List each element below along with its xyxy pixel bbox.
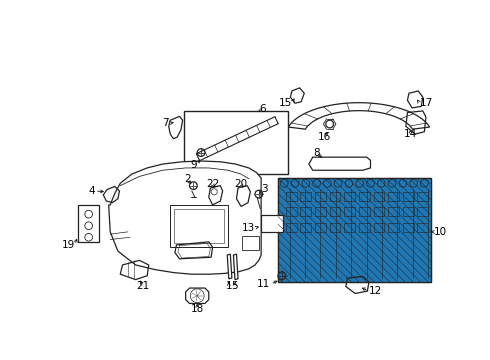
- Bar: [344, 222, 355, 232]
- Text: 2: 2: [184, 175, 191, 184]
- Text: 7: 7: [162, 118, 169, 128]
- Text: 21: 21: [137, 281, 150, 291]
- Bar: [278, 178, 431, 282]
- Bar: [242, 236, 259, 249]
- Bar: [315, 192, 326, 201]
- Bar: [359, 222, 369, 232]
- Bar: [344, 207, 355, 216]
- Text: 17: 17: [420, 98, 433, 108]
- Bar: [417, 207, 428, 216]
- Text: 10: 10: [434, 227, 447, 237]
- Bar: [388, 207, 399, 216]
- Bar: [286, 192, 296, 201]
- Polygon shape: [186, 288, 209, 303]
- Bar: [403, 222, 414, 232]
- Bar: [286, 222, 296, 232]
- Bar: [403, 207, 414, 216]
- Text: 5: 5: [232, 281, 238, 291]
- Text: 6: 6: [259, 104, 266, 114]
- Bar: [315, 222, 326, 232]
- Text: 14: 14: [404, 129, 417, 139]
- Bar: [174, 209, 224, 243]
- Text: 9: 9: [191, 160, 197, 170]
- Polygon shape: [233, 254, 238, 280]
- Text: 19: 19: [62, 240, 75, 250]
- Bar: [417, 222, 428, 232]
- Bar: [300, 192, 311, 201]
- Bar: [373, 207, 384, 216]
- Bar: [403, 192, 414, 201]
- Bar: [359, 192, 369, 201]
- Bar: [373, 192, 384, 201]
- Bar: [300, 222, 311, 232]
- Text: 22: 22: [206, 179, 219, 189]
- Text: 13: 13: [242, 223, 255, 233]
- Text: 18: 18: [191, 304, 204, 314]
- Bar: [330, 192, 341, 201]
- Text: 3: 3: [261, 184, 268, 194]
- Text: 8: 8: [313, 148, 320, 158]
- Bar: [344, 192, 355, 201]
- Polygon shape: [288, 103, 430, 129]
- Bar: [261, 215, 283, 232]
- Polygon shape: [78, 205, 99, 242]
- Text: 1: 1: [225, 281, 232, 291]
- Bar: [286, 207, 296, 216]
- Bar: [278, 178, 431, 282]
- Text: 11: 11: [257, 279, 270, 289]
- Polygon shape: [227, 254, 232, 279]
- Polygon shape: [109, 161, 261, 274]
- Text: 16: 16: [318, 132, 331, 142]
- Bar: [417, 192, 428, 201]
- Text: 20: 20: [235, 179, 247, 189]
- Bar: [388, 192, 399, 201]
- Bar: [300, 207, 311, 216]
- Bar: [373, 222, 384, 232]
- Bar: [278, 178, 431, 282]
- Bar: [359, 207, 369, 216]
- Bar: [315, 207, 326, 216]
- Text: 12: 12: [369, 286, 382, 296]
- Bar: [330, 222, 341, 232]
- Bar: [171, 205, 228, 247]
- Text: 4: 4: [88, 186, 95, 196]
- Bar: [388, 222, 399, 232]
- Bar: [184, 111, 288, 174]
- Text: 15: 15: [279, 98, 292, 108]
- Bar: [330, 207, 341, 216]
